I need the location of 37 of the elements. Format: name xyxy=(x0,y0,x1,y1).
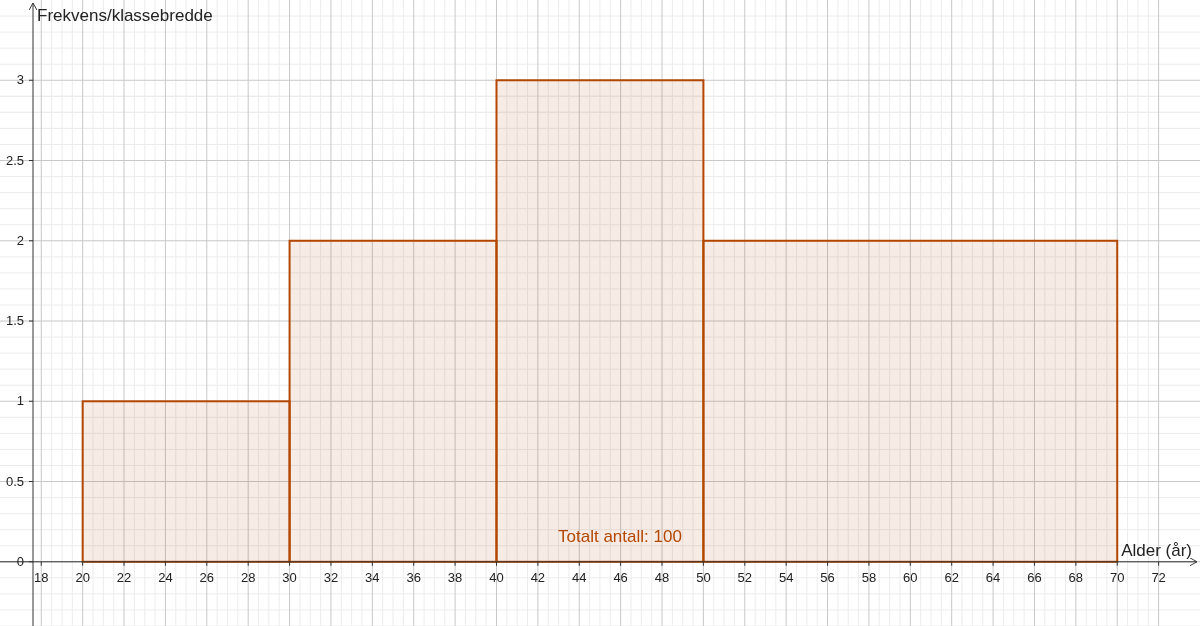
x-tick-label: 66 xyxy=(1027,569,1042,585)
x-tick-label: 18 xyxy=(34,569,49,585)
x-tick-label: 24 xyxy=(158,569,173,585)
x-tick-label: 52 xyxy=(737,569,753,585)
y-tick-label: 0.5 xyxy=(5,473,24,489)
x-tick-label: 46 xyxy=(613,569,628,585)
y-tick-label: 3 xyxy=(16,72,24,88)
x-tick-label: 26 xyxy=(199,569,215,585)
x-tick-label: 62 xyxy=(944,569,959,585)
x-tick-label: 28 xyxy=(240,569,256,585)
x-axis-title: Alder (år) xyxy=(1121,540,1192,560)
y-tick-label: 1.5 xyxy=(5,313,24,329)
x-tick-label: 60 xyxy=(903,569,918,585)
x-tick-label: 50 xyxy=(696,569,711,585)
x-tick-label: 38 xyxy=(447,569,463,585)
x-tick-label: 56 xyxy=(820,569,835,585)
y-axis-title: Frekvens/klassebredde xyxy=(37,6,213,25)
x-tick-label: 58 xyxy=(861,569,877,585)
x-tick-label: 64 xyxy=(985,569,1001,585)
x-tick-label: 48 xyxy=(654,569,670,585)
x-tick-label: 34 xyxy=(365,569,380,585)
x-tick-label: 40 xyxy=(489,569,504,585)
x-tick-label: 42 xyxy=(530,569,546,585)
y-tick-label: 1 xyxy=(16,393,24,409)
x-tick-label: 54 xyxy=(778,569,794,585)
annotation: Totalt antall: 100 xyxy=(558,526,682,546)
x-tick-label: 70 xyxy=(1110,569,1125,585)
x-tick-label: 30 xyxy=(282,569,297,585)
y-tick-label: 2.5 xyxy=(5,152,24,168)
x-tick-label: 36 xyxy=(406,569,421,585)
x-tick-label: 68 xyxy=(1068,569,1084,585)
x-tick-label: 72 xyxy=(1151,569,1166,585)
y-tick-label: 2 xyxy=(16,232,24,248)
x-tick-label: 44 xyxy=(572,569,587,585)
x-tick-label: 22 xyxy=(116,569,132,585)
x-tick-label: 20 xyxy=(75,569,90,585)
x-tick-label: 32 xyxy=(323,569,339,585)
